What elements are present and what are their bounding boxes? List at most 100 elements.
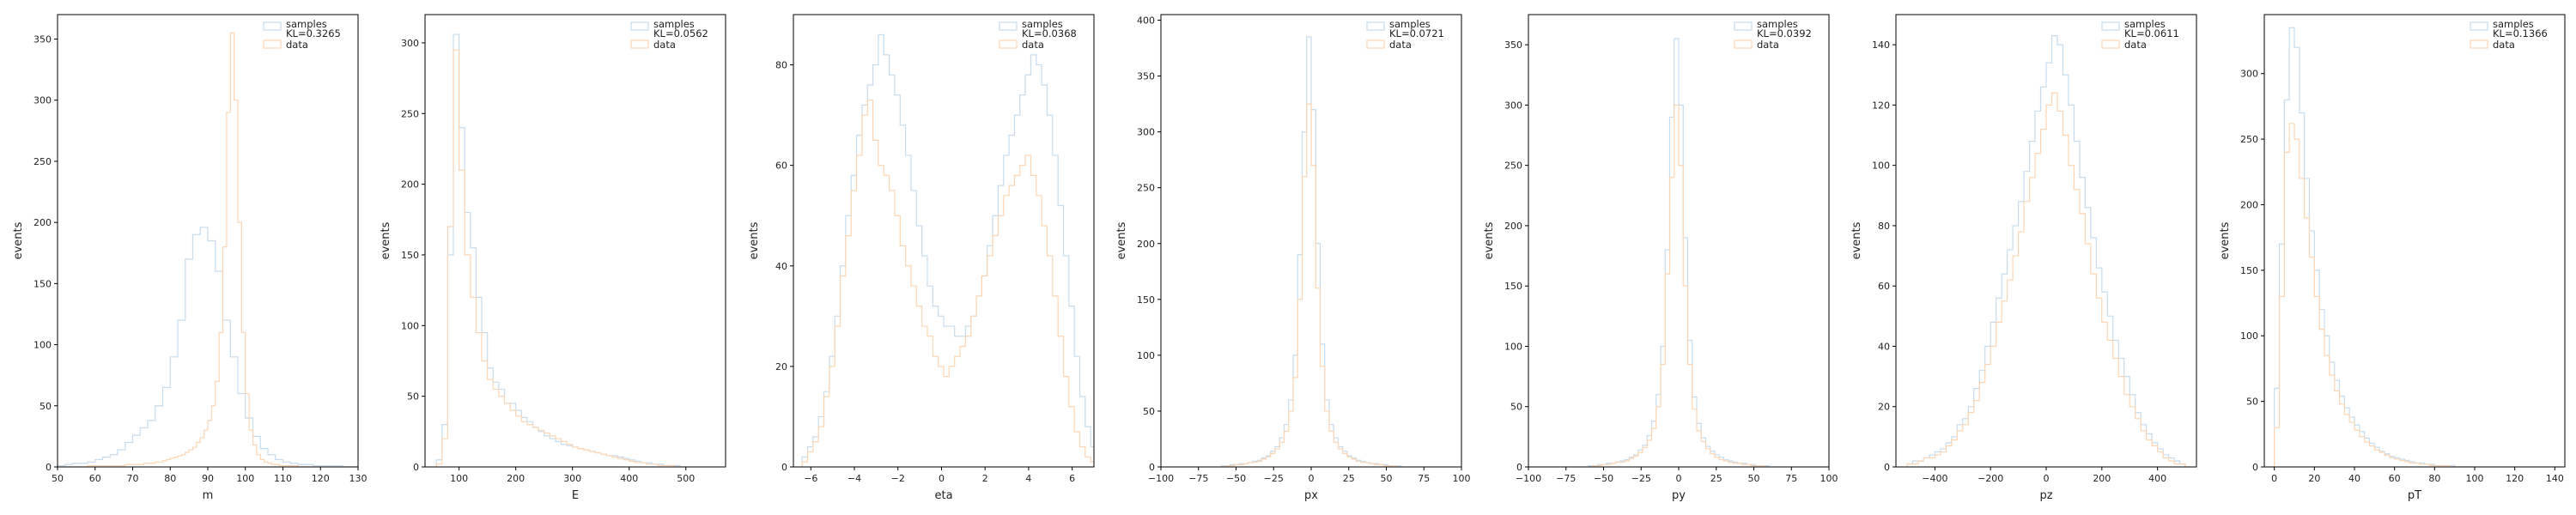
legend-swatch-data [1734, 39, 1753, 49]
y-axis-label: events [12, 221, 25, 259]
y-tick-label: 100 [1137, 350, 1155, 361]
y-tick-label: 50 [407, 391, 419, 403]
x-axis-label: px [1304, 489, 1318, 502]
x-tick-label: 25 [1710, 473, 1722, 484]
y-tick-label: 250 [1137, 183, 1155, 194]
axes-frame [2263, 14, 2566, 468]
subplot-px: −100 −75 −50 −25 0 25 50 75 100 0 50 100 150 200 250 30… [1115, 14, 1471, 502]
series-samples-pz [1906, 34, 2186, 467]
legend-label-data: data [2124, 39, 2147, 51]
y-tick-label: 20 [1878, 402, 1890, 413]
y-tick-label: 0 [1149, 462, 1155, 473]
axes-frame [793, 14, 1095, 468]
legend-swatch-samples [999, 21, 1018, 31]
x-tick-label: −400 [1922, 473, 1947, 484]
legend-label-data: data [2493, 39, 2515, 51]
y-tick-label: 400 [1137, 15, 1155, 27]
x-tick-label: 400 [620, 473, 638, 484]
series-data-eta [801, 99, 1094, 467]
y-axis-label: events [1115, 221, 1128, 259]
legend-label-kl: KL=0.0368 [1022, 27, 1077, 39]
y-axis-label: events [380, 221, 392, 259]
x-tick-label: −50 [1594, 473, 1613, 484]
x-tick-label: 100 [1453, 473, 1471, 484]
y-tick-label: 0 [1516, 462, 1522, 473]
x-tick-label: 200 [507, 473, 525, 484]
y-axis-label: events [2219, 221, 2232, 259]
axes-frame [424, 14, 726, 468]
legend-label-data: data [1757, 39, 1779, 51]
x-tick-label: −200 [1978, 473, 2003, 484]
y-tick-label: 300 [1137, 127, 1155, 138]
x-tick-label: 60 [2389, 473, 2401, 484]
subplot-pT: 0 20 40 60 80 100 120 140 0 50 100 150 200 250 300 pT ev… [2219, 14, 2566, 502]
legend-label-data: data [1389, 39, 1412, 51]
subplot-py: −100 −75 −50 −25 0 25 50 75 100 0 50 100 150 200 250 30… [1483, 14, 1838, 502]
x-tick-label: 2 [982, 473, 988, 484]
x-tick-label: 0 [1676, 473, 1682, 484]
series-samples-m [58, 227, 358, 467]
legend-swatch-samples [630, 21, 649, 31]
y-tick-label: 50 [2246, 397, 2258, 408]
x-tick-label: 90 [202, 473, 214, 484]
legend-swatch-samples [1734, 21, 1753, 31]
x-tick-label: 0 [2271, 473, 2277, 484]
legend-label-data: data [653, 39, 676, 51]
y-tick-label: 40 [1878, 341, 1890, 352]
y-tick-label: 40 [775, 261, 787, 272]
x-tick-label: 6 [1069, 473, 1075, 484]
y-tick-label: 0 [46, 462, 52, 473]
x-tick-label: −50 [1226, 473, 1246, 484]
y-tick-label: 100 [2240, 330, 2258, 342]
x-tick-label: −2 [891, 473, 905, 484]
x-axis-label: pz [2039, 489, 2052, 502]
x-tick-label: 0 [939, 473, 945, 484]
x-tick-label: 80 [2428, 473, 2440, 484]
x-tick-label: 120 [2506, 473, 2524, 484]
y-tick-label: 0 [413, 462, 419, 473]
series-data-m [58, 32, 358, 467]
legend-label-data: data [1022, 39, 1044, 51]
x-tick-label: 75 [1418, 473, 1430, 484]
x-tick-label: 400 [2148, 473, 2166, 484]
series-data-E [435, 49, 686, 467]
legend-swatch-data [2101, 39, 2120, 49]
x-tick-label: 0 [1309, 473, 1315, 484]
y-tick-label: 120 [1872, 100, 1890, 111]
legend-label-samples: samples [286, 18, 327, 30]
y-tick-label: 300 [1504, 100, 1522, 111]
x-tick-label: 50 [52, 473, 64, 484]
x-axis-label: pT [2408, 489, 2421, 502]
x-tick-label: 200 [2093, 473, 2111, 484]
y-tick-label: 300 [401, 38, 419, 49]
y-axis-label: events [748, 221, 761, 259]
series-data-pz [1906, 92, 2186, 467]
x-tick-label: 25 [1343, 473, 1355, 484]
legend-label-samples: samples [1757, 18, 1798, 30]
x-axis-label: m [203, 489, 214, 502]
x-tick-label: 70 [127, 473, 139, 484]
x-tick-label: 40 [2348, 473, 2360, 484]
y-tick-label: 150 [1137, 294, 1155, 306]
legend-swatch-data [1366, 39, 1385, 49]
legend-label-samples: samples [2124, 18, 2166, 30]
series-samples-py [1588, 38, 1770, 467]
y-tick-label: 100 [1872, 161, 1890, 172]
x-tick-label: −75 [1188, 473, 1208, 484]
y-tick-label: 150 [401, 250, 419, 261]
y-tick-label: 200 [1137, 239, 1155, 250]
legend-swatch-samples [2470, 21, 2488, 31]
x-tick-label: −25 [1631, 473, 1651, 484]
y-tick-label: 0 [1884, 462, 1890, 473]
x-tick-label: −4 [848, 473, 861, 484]
x-tick-label: 80 [164, 473, 176, 484]
legend-label-kl: KL=0.0562 [653, 27, 708, 39]
series-data-pT [2274, 123, 2475, 467]
x-tick-label: 140 [2546, 473, 2564, 484]
